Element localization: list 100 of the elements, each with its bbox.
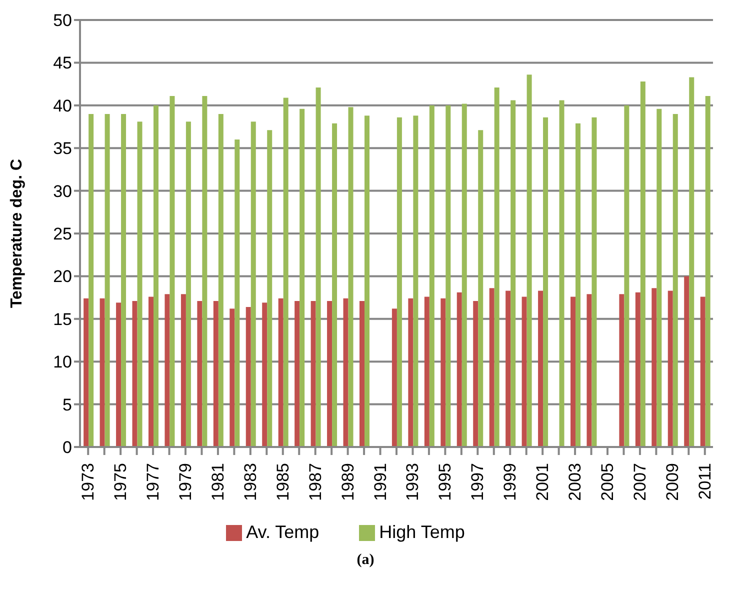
- bar: [575, 123, 580, 447]
- bar: [652, 288, 657, 447]
- bar: [592, 117, 597, 447]
- bar: [424, 296, 430, 447]
- bar: [88, 114, 94, 447]
- bar: [250, 122, 256, 447]
- bar: [478, 130, 484, 447]
- bar: [624, 105, 630, 447]
- bar: [506, 290, 511, 447]
- bar: [392, 308, 397, 447]
- x-tick-label: 1995: [436, 463, 455, 501]
- x-tick-label: 2009: [662, 463, 682, 501]
- bar: [543, 117, 548, 447]
- bar: [456, 292, 462, 447]
- bar: [218, 114, 224, 447]
- bar: [234, 140, 240, 447]
- bar: [526, 74, 532, 447]
- bar: [473, 300, 478, 447]
- bar: [267, 130, 272, 447]
- x-tick-label: 1977: [144, 463, 163, 501]
- bar: [348, 107, 354, 447]
- bar: [522, 296, 527, 447]
- x-tick-label: 1983: [240, 463, 260, 501]
- y-tick-label: 40: [53, 96, 72, 116]
- bar: [278, 298, 284, 447]
- y-tick-label: 50: [53, 11, 72, 30]
- y-tick-label: 45: [53, 54, 72, 73]
- x-tick-label: 1985: [273, 463, 292, 501]
- bar: [684, 276, 690, 447]
- bar: [489, 288, 494, 447]
- bar: [640, 81, 646, 447]
- bar: [408, 298, 414, 447]
- bar: [84, 298, 89, 447]
- bar: [180, 294, 186, 447]
- bar: [635, 292, 640, 447]
- bar: [656, 108, 662, 447]
- bar: [332, 123, 338, 447]
- y-tick-label: 20: [53, 267, 72, 286]
- x-tick-label: 1987: [306, 463, 325, 501]
- bar: [294, 300, 300, 447]
- bar: [283, 98, 288, 447]
- x-tick-label: 1973: [78, 463, 98, 501]
- y-tick-label: 0: [62, 438, 72, 458]
- bar: [364, 116, 370, 447]
- bar: [586, 294, 592, 447]
- y-tick-label: 10: [53, 352, 72, 372]
- bar: [310, 300, 316, 447]
- legend-label: Av. Temp: [246, 522, 320, 542]
- text: (a): [356, 552, 376, 569]
- bar: [672, 114, 678, 447]
- y-tick-label: 25: [53, 224, 72, 244]
- bar: [494, 87, 500, 447]
- x-tick-label: 1975: [111, 463, 130, 501]
- x-tick-label: 1999: [500, 463, 520, 501]
- bar: [164, 294, 170, 447]
- y-tick-label: 35: [53, 139, 72, 158]
- bar: [202, 96, 208, 447]
- bar: [170, 96, 175, 447]
- bar: [230, 308, 235, 447]
- x-tick-label: 1989: [338, 463, 358, 501]
- bar: [100, 298, 105, 447]
- bar: [148, 296, 154, 447]
- x-tick-label: 2003: [566, 463, 585, 501]
- x-tick-label: 1991: [370, 463, 390, 501]
- bar: [153, 105, 158, 447]
- bar: [446, 105, 451, 447]
- bar: [510, 100, 516, 447]
- bar: [246, 306, 251, 447]
- legend-label: High Temp: [379, 522, 465, 542]
- x-tick-label: 1979: [176, 463, 195, 501]
- bar: [413, 116, 418, 447]
- bar: [570, 296, 576, 447]
- bar: [705, 96, 710, 447]
- bar: [121, 114, 126, 447]
- bar: [132, 300, 138, 447]
- bar: [440, 298, 446, 447]
- x-tick-label: 2001: [533, 463, 552, 501]
- x-tick-label: 1993: [403, 463, 422, 501]
- x-tick-label: 2011: [695, 463, 714, 500]
- x-tick-label: 2007: [630, 463, 650, 501]
- x-tick-label: 1981: [208, 463, 228, 501]
- bar: [619, 294, 624, 447]
- bar: [186, 122, 191, 447]
- y-tick-label: 5: [62, 395, 72, 414]
- bar: [104, 114, 110, 447]
- bar: [396, 117, 402, 447]
- bar: [327, 300, 332, 447]
- bar: [559, 100, 564, 447]
- bar: [538, 290, 544, 447]
- bar: [668, 290, 673, 447]
- bar: [137, 122, 142, 447]
- bar: [116, 302, 122, 447]
- bar: [429, 105, 434, 447]
- bar: [359, 300, 364, 447]
- bar: [316, 87, 321, 447]
- bar: [213, 300, 218, 447]
- y-axis-title: Temperature deg. C: [8, 158, 26, 308]
- bar: [689, 77, 694, 447]
- y-tick-label: 30: [53, 182, 72, 201]
- x-tick-label: 2005: [598, 463, 617, 501]
